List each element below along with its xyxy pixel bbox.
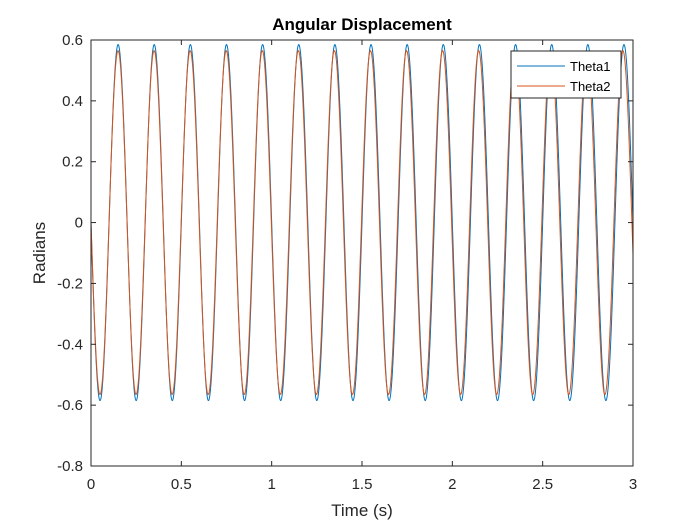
plot-area <box>90 44 634 402</box>
y-tick-label: -0.8 <box>57 458 83 475</box>
x-tick-label: 2 <box>448 476 456 493</box>
y-tick-label: 0.6 <box>62 32 83 49</box>
y-axis-label: Radians <box>30 222 49 284</box>
y-tick-label: 0 <box>75 215 83 232</box>
x-tick-label: 2.5 <box>532 476 553 493</box>
x-tick-label: 0 <box>87 476 95 493</box>
x-tick-label: 1.5 <box>352 476 373 493</box>
axes-box <box>90 39 634 467</box>
y-tick-label: -0.2 <box>57 275 83 292</box>
y-tick-label: -0.6 <box>57 397 83 414</box>
y-tick-label: 0.2 <box>62 154 83 171</box>
x-tick-label: 1 <box>267 476 275 493</box>
legend-label-theta2: Theta2 <box>570 79 610 94</box>
legend-box <box>510 50 622 99</box>
legend[interactable]: Theta1 Theta2 <box>510 50 622 99</box>
legend-label-theta1: Theta1 <box>570 59 610 74</box>
y-tick-label: -0.4 <box>57 336 83 353</box>
chart-title: Angular Displacement <box>272 15 452 34</box>
y-tick-label: 0.4 <box>62 93 83 110</box>
x-tick-label: 0.5 <box>171 476 192 493</box>
x-tick-label: 3 <box>629 476 637 493</box>
series-line-theta2 <box>90 50 634 395</box>
x-axis-label: Time (s) <box>331 501 393 520</box>
